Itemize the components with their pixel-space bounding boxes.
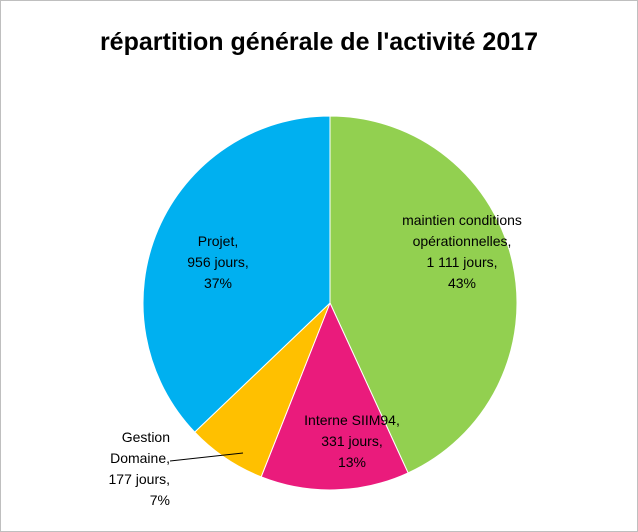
percent-label: 37% (203, 275, 233, 291)
data-label: Gestion Domaine, 177 jours, 7% (90, 427, 170, 511)
pie-slice (329, 115, 518, 474)
data-label: maintien conditions opérationnelles, 1 11… (402, 210, 522, 294)
pie-slice (260, 301, 409, 491)
percent-label: 13% (337, 454, 367, 470)
value-label: 956 jours, (187, 254, 249, 270)
value-label: 177 jours, (108, 471, 170, 487)
data-label: Projet, 956 jours, 37% (170, 231, 266, 294)
value-label: 1 111 jours, (426, 254, 498, 270)
percent-label: 7% (149, 492, 170, 508)
data-label: Interne SIIM94, 331 jours, 13% (292, 410, 412, 473)
category-label: maintien conditions opérationnelles, (402, 212, 522, 249)
leader-line (169, 452, 244, 462)
value-label: 331 jours, (321, 433, 383, 449)
pie-slice (142, 115, 331, 433)
category-label: Interne SIIM94, (304, 412, 400, 428)
percent-label: 43% (447, 275, 477, 291)
category-label: Projet, (197, 233, 239, 249)
category-label: Gestion Domaine, (110, 429, 170, 466)
chart-title: répartition générale de l'activité 2017 (99, 28, 539, 56)
